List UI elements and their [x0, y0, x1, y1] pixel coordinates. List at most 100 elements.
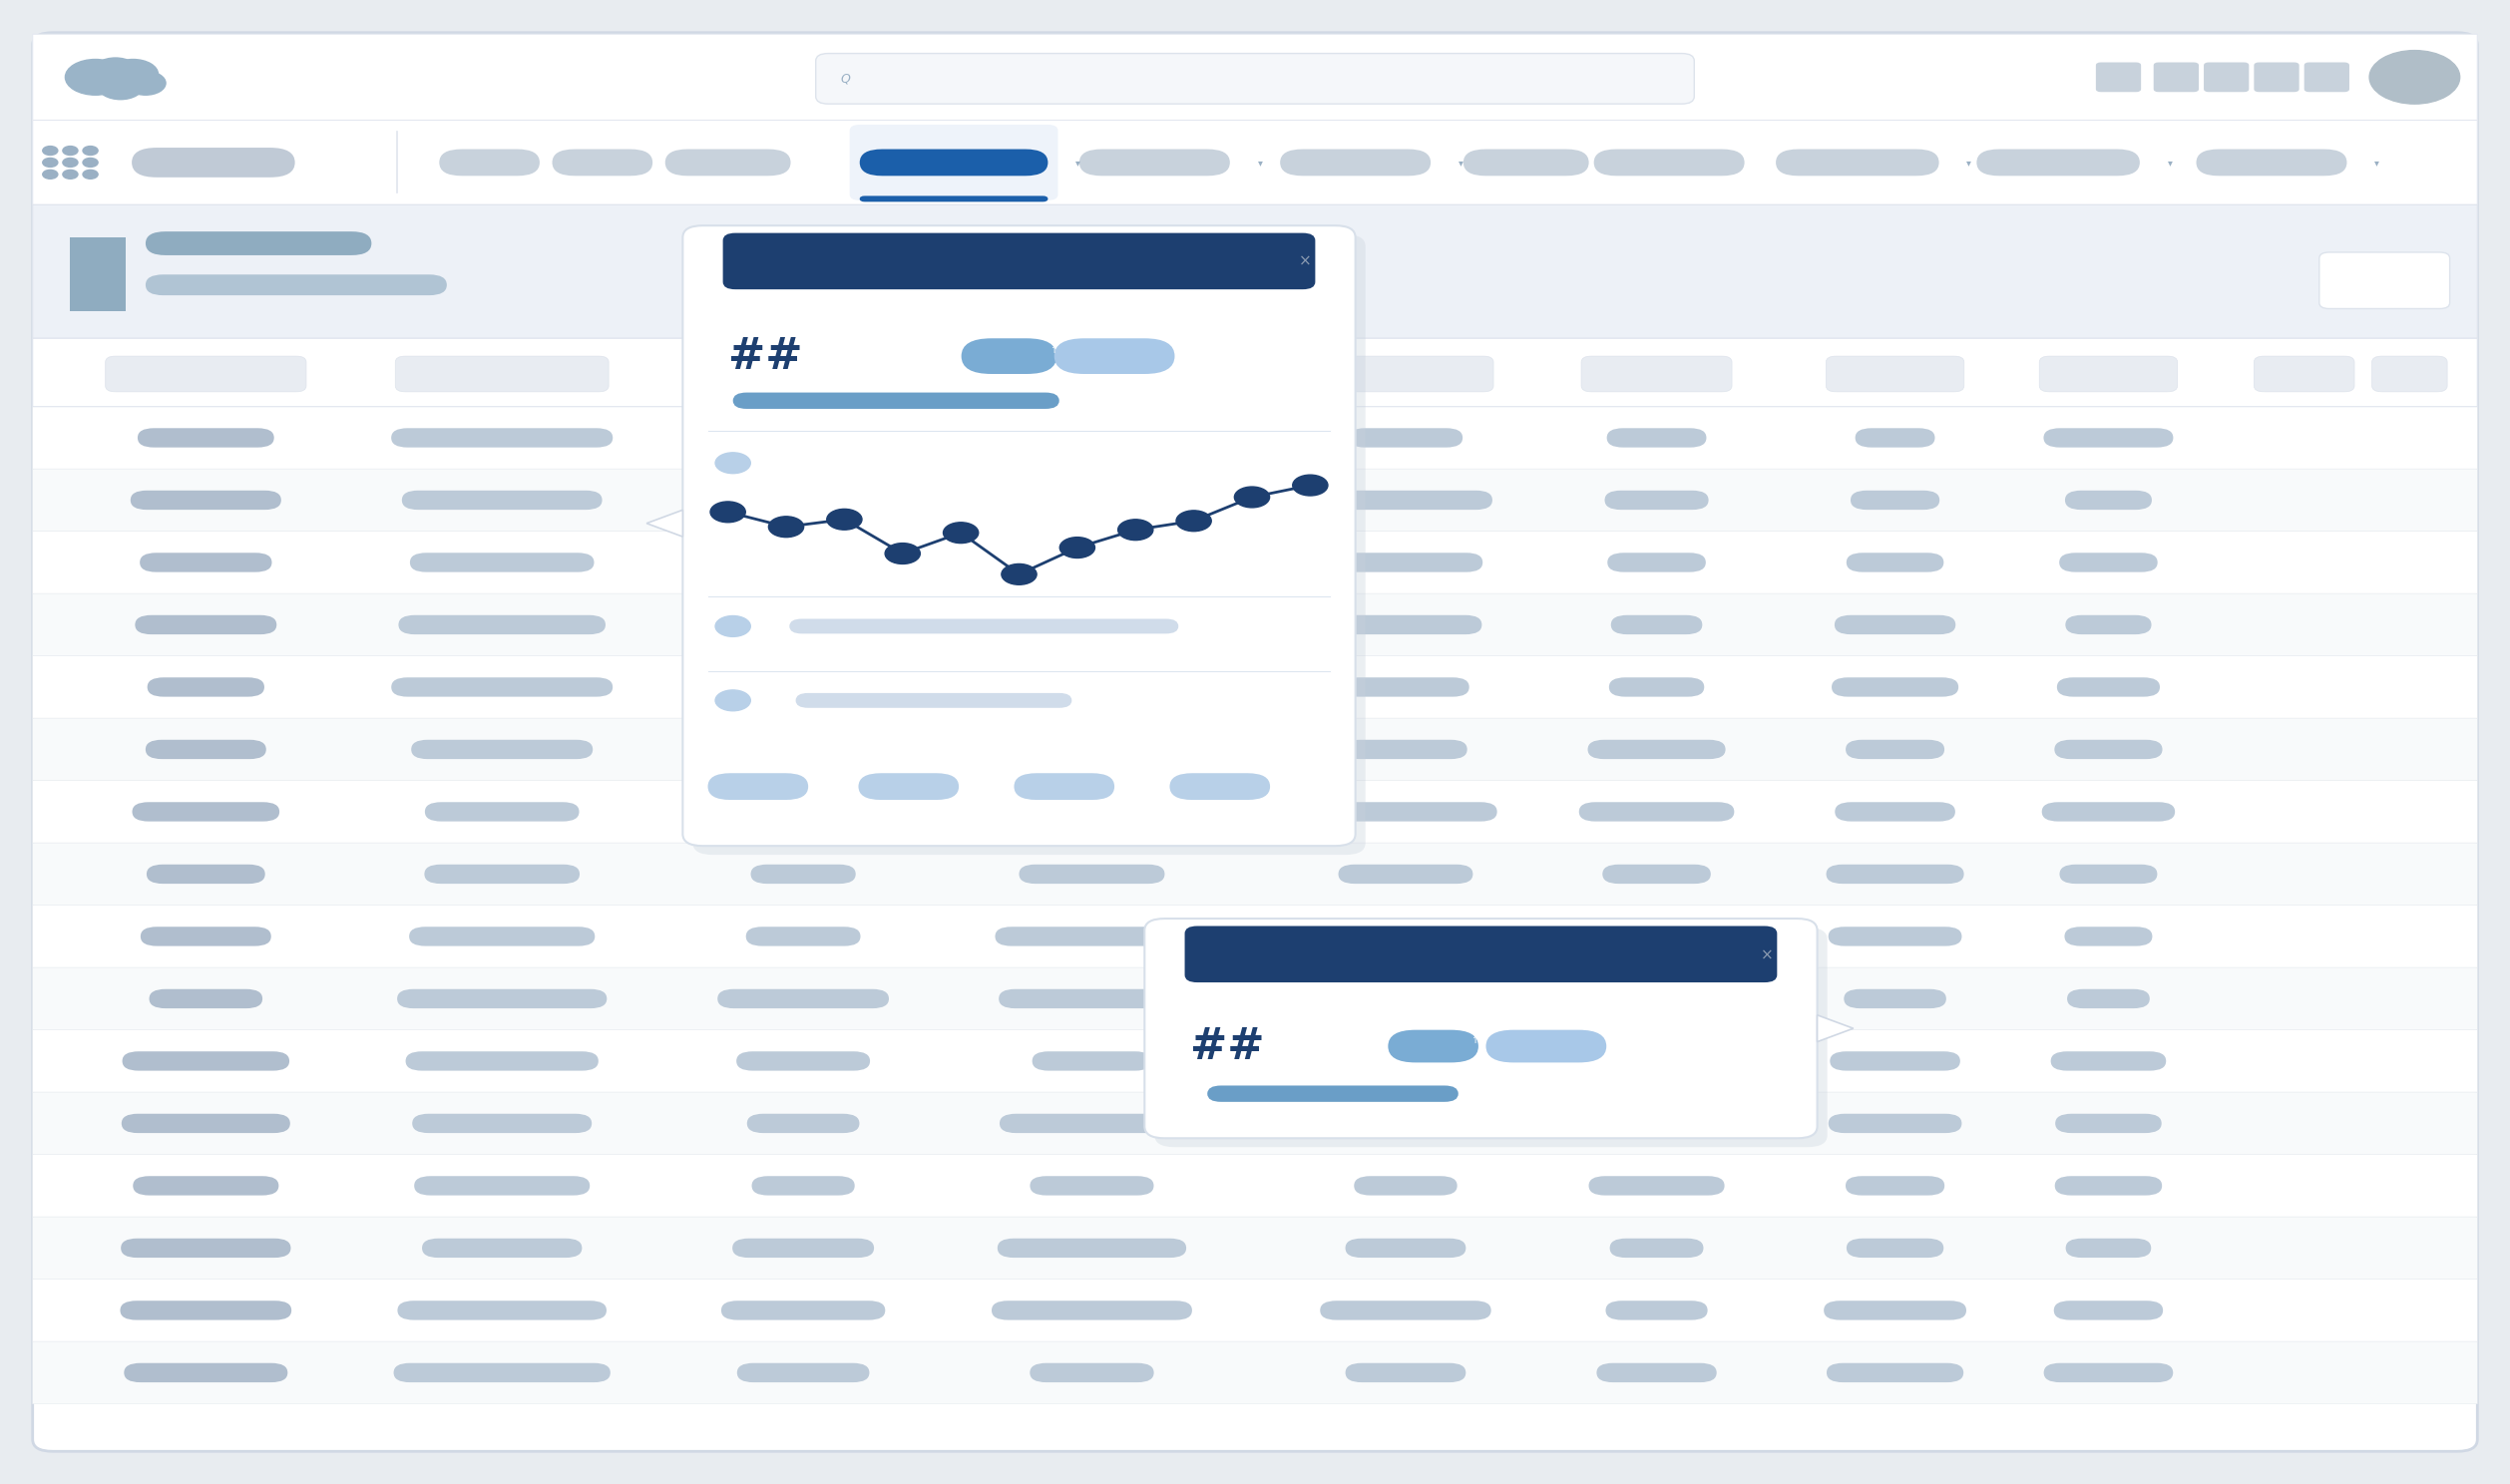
Circle shape — [1001, 564, 1037, 585]
FancyBboxPatch shape — [986, 490, 1197, 509]
FancyBboxPatch shape — [1079, 150, 1230, 175]
FancyBboxPatch shape — [1185, 926, 1777, 982]
FancyBboxPatch shape — [1845, 1177, 1945, 1196]
FancyBboxPatch shape — [718, 990, 889, 1009]
FancyBboxPatch shape — [2319, 252, 2450, 309]
FancyBboxPatch shape — [1589, 739, 1724, 758]
FancyBboxPatch shape — [743, 614, 863, 635]
FancyBboxPatch shape — [409, 552, 595, 571]
FancyBboxPatch shape — [1207, 1086, 1458, 1101]
FancyBboxPatch shape — [1847, 552, 1943, 571]
Text: ↑: ↑ — [1471, 1036, 1481, 1045]
FancyBboxPatch shape — [2066, 614, 2151, 635]
FancyBboxPatch shape — [412, 739, 592, 758]
FancyBboxPatch shape — [131, 490, 281, 509]
FancyBboxPatch shape — [402, 490, 602, 509]
FancyBboxPatch shape — [2066, 490, 2151, 509]
FancyBboxPatch shape — [1054, 338, 1175, 374]
FancyBboxPatch shape — [1591, 1113, 1722, 1134]
FancyBboxPatch shape — [1022, 552, 1162, 571]
FancyBboxPatch shape — [2043, 427, 2174, 448]
FancyBboxPatch shape — [1579, 801, 1734, 822]
FancyBboxPatch shape — [2096, 62, 2141, 92]
FancyBboxPatch shape — [105, 356, 306, 392]
FancyBboxPatch shape — [1576, 926, 1737, 947]
FancyBboxPatch shape — [394, 1364, 610, 1383]
FancyBboxPatch shape — [1019, 864, 1165, 883]
FancyBboxPatch shape — [33, 781, 2477, 843]
FancyBboxPatch shape — [424, 801, 580, 822]
FancyBboxPatch shape — [1596, 1364, 1717, 1383]
FancyBboxPatch shape — [407, 1051, 597, 1071]
Circle shape — [1177, 510, 1212, 531]
Text: ▾: ▾ — [1258, 157, 1263, 168]
FancyBboxPatch shape — [994, 677, 1190, 696]
FancyBboxPatch shape — [2254, 62, 2299, 92]
FancyBboxPatch shape — [1320, 1300, 1491, 1321]
FancyBboxPatch shape — [2053, 739, 2164, 758]
FancyBboxPatch shape — [1343, 739, 1468, 758]
FancyBboxPatch shape — [1850, 490, 1940, 509]
Text: ##: ## — [1190, 1025, 1265, 1067]
FancyBboxPatch shape — [1318, 356, 1493, 392]
FancyBboxPatch shape — [738, 1364, 868, 1383]
FancyBboxPatch shape — [2041, 801, 2176, 822]
FancyBboxPatch shape — [2372, 356, 2447, 392]
FancyBboxPatch shape — [1609, 1239, 1704, 1258]
FancyBboxPatch shape — [1827, 1364, 1963, 1383]
FancyBboxPatch shape — [2038, 356, 2179, 392]
FancyBboxPatch shape — [133, 147, 296, 177]
FancyBboxPatch shape — [120, 1300, 291, 1321]
FancyBboxPatch shape — [1777, 150, 1938, 175]
FancyBboxPatch shape — [999, 1113, 1185, 1134]
FancyBboxPatch shape — [1345, 1239, 1466, 1258]
Circle shape — [43, 159, 58, 168]
FancyBboxPatch shape — [705, 801, 901, 822]
FancyBboxPatch shape — [791, 619, 1180, 634]
FancyBboxPatch shape — [1604, 490, 1709, 509]
FancyBboxPatch shape — [745, 926, 861, 947]
FancyBboxPatch shape — [705, 677, 901, 696]
FancyBboxPatch shape — [996, 1239, 1187, 1258]
FancyBboxPatch shape — [1029, 1364, 1155, 1383]
FancyBboxPatch shape — [146, 864, 266, 883]
FancyBboxPatch shape — [1830, 1051, 1960, 1071]
FancyBboxPatch shape — [33, 718, 2477, 781]
FancyBboxPatch shape — [1606, 552, 1707, 571]
FancyBboxPatch shape — [2056, 1113, 2161, 1134]
FancyBboxPatch shape — [1855, 427, 1935, 448]
FancyBboxPatch shape — [33, 34, 2477, 120]
FancyBboxPatch shape — [858, 196, 1049, 202]
FancyBboxPatch shape — [730, 552, 876, 571]
FancyBboxPatch shape — [2043, 1364, 2174, 1383]
FancyBboxPatch shape — [2254, 356, 2354, 392]
Polygon shape — [648, 510, 683, 537]
FancyBboxPatch shape — [683, 226, 1355, 846]
FancyBboxPatch shape — [1835, 614, 1955, 635]
Circle shape — [83, 171, 98, 178]
FancyBboxPatch shape — [1589, 1177, 1724, 1196]
FancyBboxPatch shape — [858, 773, 959, 800]
Circle shape — [83, 147, 98, 156]
FancyBboxPatch shape — [123, 1364, 289, 1383]
Circle shape — [1235, 487, 1270, 508]
FancyBboxPatch shape — [1029, 1177, 1155, 1196]
FancyBboxPatch shape — [1594, 150, 1744, 175]
FancyBboxPatch shape — [1330, 614, 1481, 635]
Circle shape — [108, 59, 158, 89]
FancyBboxPatch shape — [2066, 1239, 2151, 1258]
FancyBboxPatch shape — [146, 275, 447, 295]
Text: ##: ## — [728, 335, 803, 377]
FancyBboxPatch shape — [1323, 1113, 1488, 1134]
FancyBboxPatch shape — [1343, 1051, 1468, 1071]
FancyBboxPatch shape — [708, 773, 808, 800]
FancyBboxPatch shape — [1827, 1113, 1963, 1134]
FancyBboxPatch shape — [33, 1217, 2477, 1279]
Text: ↑: ↑ — [1049, 346, 1059, 355]
Circle shape — [98, 73, 143, 99]
FancyBboxPatch shape — [392, 677, 612, 696]
FancyBboxPatch shape — [133, 801, 279, 822]
Circle shape — [826, 509, 861, 530]
FancyBboxPatch shape — [33, 1030, 2477, 1092]
Circle shape — [768, 516, 803, 537]
